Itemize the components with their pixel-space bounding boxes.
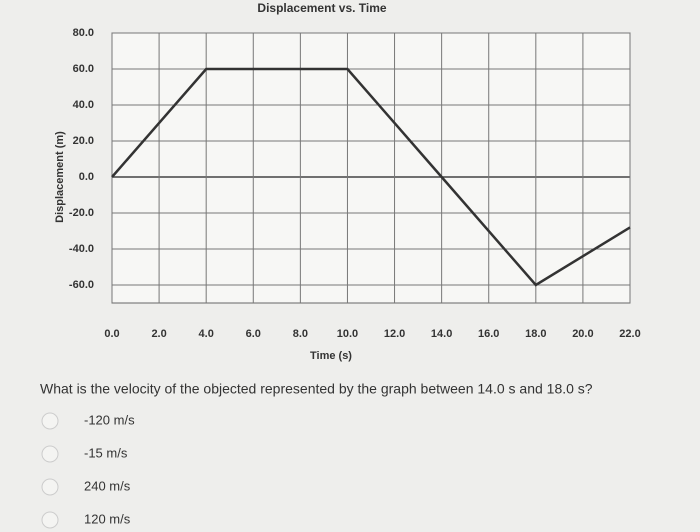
x-tick-label: 20.0 [572, 328, 593, 340]
chart-title: Displacement vs. Time [257, 1, 386, 15]
answer-option[interactable]: 120 m/s [84, 511, 131, 526]
x-tick-label: 12.0 [384, 328, 405, 340]
x-tick-label: 18.0 [525, 328, 546, 340]
x-tick-label: 0.0 [104, 328, 119, 340]
y-tick-label: 40.0 [73, 99, 94, 111]
answer-option[interactable]: -120 m/s [84, 412, 135, 427]
y-tick-label: 20.0 [73, 135, 94, 147]
answer-option[interactable]: 240 m/s [84, 478, 131, 493]
plot-area [111, 32, 631, 304]
y-tick-label: 80.0 [73, 27, 94, 39]
x-tick-label: 14.0 [431, 328, 452, 340]
answer-option[interactable]: -15 m/s [84, 445, 128, 460]
x-tick-label: 6.0 [246, 328, 261, 340]
radio-button[interactable] [41, 412, 59, 430]
y-axis-label: Displacement (m) [54, 131, 66, 223]
x-tick-label: 16.0 [478, 328, 499, 340]
y-tick-label: -40.0 [69, 243, 94, 255]
question-text: What is the velocity of the objected rep… [40, 381, 593, 397]
x-tick-label: 8.0 [293, 328, 308, 340]
y-tick-label: 60.0 [73, 63, 94, 75]
data-line [111, 67, 631, 287]
y-tick-label: -20.0 [69, 207, 94, 219]
y-tick-label: -60.0 [69, 279, 94, 291]
radio-button[interactable] [41, 511, 59, 529]
x-tick-label: 10.0 [337, 328, 358, 340]
radio-button[interactable] [41, 478, 59, 496]
x-tick-label: 2.0 [151, 328, 166, 340]
x-axis-label: Time (s) [310, 350, 352, 362]
x-tick-label: 4.0 [199, 328, 214, 340]
radio-button[interactable] [41, 445, 59, 463]
x-tick-label: 22.0 [619, 328, 640, 340]
y-tick-label: 0.0 [79, 171, 94, 183]
